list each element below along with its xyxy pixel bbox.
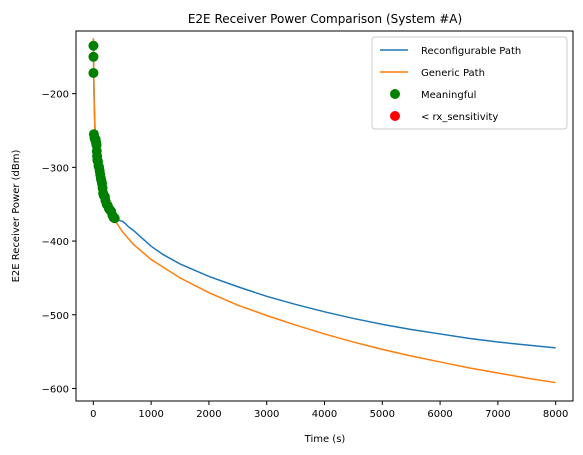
y-tick-label: −200: [42, 90, 69, 101]
y-tick-label: −300: [42, 163, 69, 174]
plot-area: [88, 38, 556, 384]
y-axis-label: E2E Receiver Power (dBm): [11, 150, 22, 283]
scatter-point-meaningful: [88, 68, 99, 79]
scatter-point-meaningful: [109, 213, 120, 224]
x-tick-label: 8000: [543, 409, 568, 420]
x-tick-label: 1000: [138, 409, 163, 420]
y-tick-label: −600: [42, 384, 69, 395]
x-tick-label: 7000: [485, 409, 510, 420]
x-tick-label: 5000: [370, 409, 395, 420]
y-tick-label: −500: [42, 311, 69, 322]
scatter-point-meaningful: [88, 51, 99, 62]
chart-title: E2E Receiver Power Comparison (System #A…: [188, 12, 462, 26]
legend-label-generic: Generic Path: [421, 68, 485, 79]
legend-label-meaningful: Meaningful: [421, 90, 476, 101]
x-axis-label: Time (s): [304, 434, 346, 445]
legend-box: [371, 36, 568, 130]
y-tick-label: −400: [42, 237, 69, 248]
scatter-point-meaningful: [88, 40, 99, 51]
x-tick-label: 4000: [312, 409, 337, 420]
x-tick-label: 0: [90, 409, 96, 420]
legend-marker-meaningful: [390, 89, 400, 99]
x-tick-label: 6000: [427, 409, 452, 420]
axis-ticks: 0 1000 2000 3000 4000 5000 6000 7000 8000 −600 −50…: [42, 90, 569, 420]
x-tick-label: 3000: [254, 409, 279, 420]
x-tick-label: 2000: [196, 409, 221, 420]
legend: Reconfigurable Path Generic Path Meaning…: [371, 36, 568, 130]
legend-label-reconfigurable: Reconfigurable Path: [421, 46, 521, 57]
legend-label-rx-sensitivity: < rx_sensitivity: [421, 112, 498, 123]
legend-marker-rx-sensitivity: [390, 111, 400, 121]
